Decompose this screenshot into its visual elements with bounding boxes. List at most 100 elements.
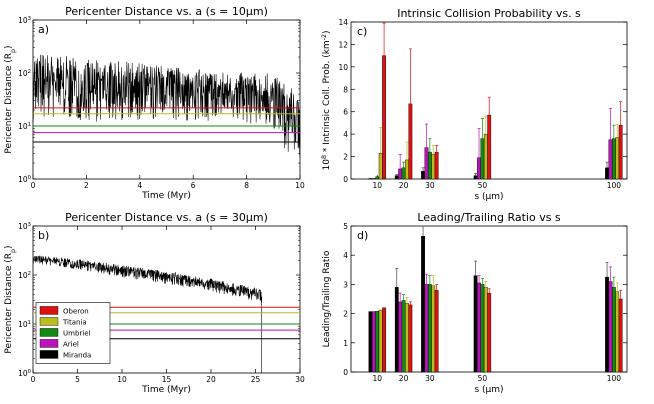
x-tick-label: 5: [75, 375, 80, 384]
x-tick-label: 15: [162, 375, 172, 384]
bar-titania: [615, 291, 620, 373]
panel-label: b): [38, 229, 49, 242]
bar-ariel: [608, 281, 613, 373]
x-tick-label: 25: [251, 375, 261, 384]
x-axis-label: Time (Myr): [141, 191, 191, 201]
y-tick-label: 3: [343, 280, 348, 289]
bar-oberon: [408, 103, 413, 180]
bar-titania: [483, 133, 488, 180]
bar-miranda: [605, 167, 609, 180]
y-axis-label: 108 * Intrinsic Coll. Prob. (km-2): [321, 31, 333, 171]
bar-oberon: [408, 304, 413, 373]
bar-titania: [615, 137, 620, 180]
y-tick-label: 1: [343, 339, 348, 348]
panel-b-chart: 100 101 102 103 0 5 10 15 20 25 30 Pericenter Dista…: [4, 211, 305, 395]
bar-oberon: [618, 124, 623, 180]
pericenter-trace: [32, 255, 263, 373]
bar-oberon: [382, 307, 386, 373]
legend-swatch-oberon: [39, 306, 59, 315]
bar-miranda: [368, 311, 373, 373]
bar-ariel: [371, 178, 376, 180]
y-tick-label: 101: [18, 320, 31, 329]
bar-oberon: [618, 298, 623, 373]
legend-label: Oberon: [63, 307, 89, 315]
bar-titania: [378, 309, 383, 373]
bar-ariel: [477, 282, 481, 373]
x-tick-label: 10: [373, 374, 383, 383]
chart-title: Pericenter Distance vs. a (s = 30μm): [65, 211, 268, 224]
panel-label: c): [357, 25, 367, 38]
x-tick-label: 30: [295, 375, 305, 384]
bar-ariel: [608, 139, 613, 180]
y-tick-label: 4: [343, 251, 348, 260]
x-axis-label: s (μm): [474, 385, 503, 395]
panel-c-chart: 0 2 4 6 8 10 12 14 10 20 30 50 100 Intrinsic Collisio…: [321, 7, 628, 202]
y-tick-label: 102: [18, 271, 31, 280]
chart-title: Pericenter Distance vs. a (s = 10μm): [65, 5, 268, 18]
legend-label: Ariel: [63, 340, 79, 348]
bar-titania: [483, 287, 488, 373]
bar-miranda: [605, 276, 609, 373]
legend-swatch-titania: [39, 317, 59, 326]
x-tick-label: 20: [399, 374, 409, 383]
y-tick-label: 2: [343, 153, 348, 162]
bar-umbriel: [401, 300, 406, 373]
x-tick-label: 100: [607, 181, 622, 190]
x-axis-label: s (μm): [474, 192, 503, 202]
bar-miranda: [394, 287, 399, 373]
bar-umbriel: [611, 287, 616, 373]
x-tick-label: 8: [244, 181, 249, 190]
y-tick-label: 100: [18, 175, 31, 184]
bar-titania: [431, 154, 436, 180]
panel-label: a): [38, 23, 49, 36]
chart-title: Intrinsic Collision Probability vs. s: [397, 7, 581, 20]
y-axis-label: Pericenter Distance (Rp): [4, 45, 17, 153]
y-tick-label: 101: [18, 122, 31, 131]
x-tick-label: 20: [399, 181, 409, 190]
y-tick-label: 14: [338, 18, 348, 27]
legend-swatch-ariel: [39, 339, 59, 348]
bar-umbriel: [401, 167, 406, 180]
bar-oberon: [434, 290, 439, 373]
x-tick-label: 10: [373, 181, 383, 190]
bar-miranda: [394, 175, 399, 180]
bar-oberon: [382, 55, 386, 180]
y-tick-label: 103: [18, 16, 31, 25]
y-tick-label: 0: [343, 175, 348, 184]
bar-ariel: [398, 168, 403, 180]
x-tick-label: 6: [191, 181, 196, 190]
bar-ariel: [424, 147, 429, 180]
panel-label: d): [357, 229, 368, 242]
bar-umbriel: [611, 138, 616, 180]
legend-label: Umbriel: [63, 329, 91, 337]
y-tick-label: 10: [338, 63, 348, 72]
y-tick-label: 2: [343, 310, 348, 319]
x-tick-label: 30: [425, 181, 435, 190]
y-axis-label: Pericenter Distance (Rp): [4, 245, 17, 353]
x-tick-label: 10: [295, 181, 305, 190]
legend-swatch-umbriel: [39, 328, 59, 337]
y-tick-label: 103: [18, 222, 31, 231]
x-axis-label: Time (Myr): [141, 385, 191, 395]
bar-miranda: [368, 178, 373, 180]
bar-titania: [431, 285, 436, 373]
x-tick-label: 20: [206, 375, 216, 384]
bar-umbriel: [427, 284, 432, 373]
bar-umbriel: [375, 176, 380, 180]
legend-label: Miranda: [63, 351, 91, 359]
x-tick-label: 0: [31, 375, 36, 384]
legend-label: Titania: [62, 318, 87, 326]
bar-miranda: [421, 236, 425, 373]
bar-umbriel: [375, 311, 380, 373]
y-axis-label: Leading/Trailing Ratio: [322, 250, 332, 347]
y-tick-label: 100: [18, 369, 31, 378]
y-tick-label: 0: [343, 368, 348, 377]
pericenter-trace: [32, 54, 301, 156]
x-tick-label: 2: [84, 181, 89, 190]
chart-title: Leading/Trailing Ratio vs s: [417, 211, 561, 224]
x-tick-label: 0: [31, 181, 36, 190]
bar-oberon: [487, 114, 492, 180]
x-tick-label: 50: [478, 181, 488, 190]
y-tick-label: 5: [343, 222, 348, 231]
